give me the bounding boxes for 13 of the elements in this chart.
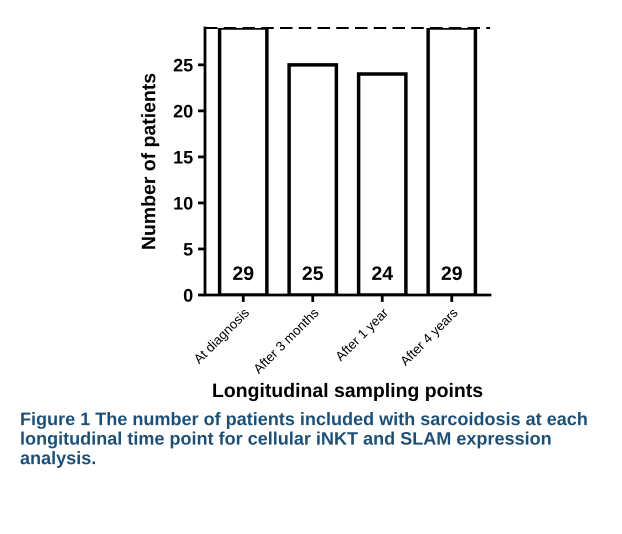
x-axis-title: Longitudinal sampling points (213, 382, 482, 402)
data-label: 29 (233, 266, 254, 280)
y-tick-label: 10 (174, 196, 192, 210)
y-tick-label: 0 (184, 288, 192, 302)
y-tick-label: 20 (174, 104, 192, 118)
data-label: 25 (302, 266, 324, 280)
y-axis-title: Number of patients (141, 74, 160, 249)
y-tick-label: 25 (174, 58, 193, 72)
caption: Figure 1 The number of patients included with sarcoidosis at each longitudinal time point for cellular iNKT and SLAM expression analysis. (20, 412, 587, 468)
y-tick-label: 15 (174, 151, 193, 164)
data-label: 29 (442, 266, 462, 280)
data-label: 24 (372, 266, 393, 280)
y-tick-label: 5 (184, 243, 193, 256)
